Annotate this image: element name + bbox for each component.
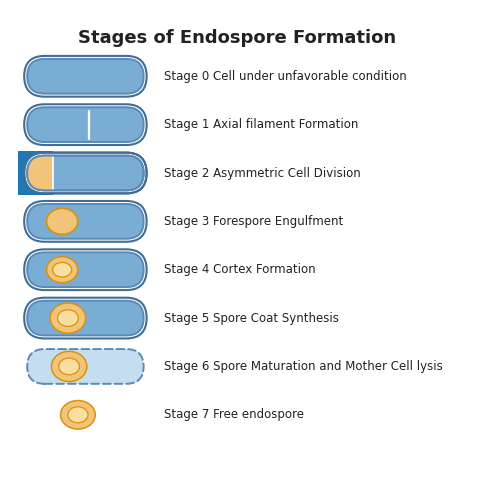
FancyBboxPatch shape: [24, 250, 146, 290]
FancyBboxPatch shape: [27, 252, 144, 287]
Ellipse shape: [52, 352, 87, 382]
Ellipse shape: [68, 407, 88, 423]
Text: Stages of Endospore Formation: Stages of Endospore Formation: [78, 30, 396, 48]
Ellipse shape: [58, 358, 80, 375]
FancyBboxPatch shape: [24, 298, 146, 339]
FancyBboxPatch shape: [27, 300, 144, 336]
Text: Stage 7 Free endospore: Stage 7 Free endospore: [164, 408, 304, 422]
FancyBboxPatch shape: [24, 104, 146, 145]
Text: Stage 0 Cell under unfavorable condition: Stage 0 Cell under unfavorable condition: [164, 70, 407, 83]
Ellipse shape: [50, 303, 86, 333]
FancyBboxPatch shape: [27, 204, 144, 238]
Ellipse shape: [58, 310, 78, 326]
Text: Stage 6 Spore Maturation and Mother Cell lysis: Stage 6 Spore Maturation and Mother Cell…: [164, 360, 443, 373]
Ellipse shape: [46, 256, 78, 282]
Ellipse shape: [60, 400, 96, 429]
Text: Stage 2 Asymmetric Cell Division: Stage 2 Asymmetric Cell Division: [164, 166, 361, 179]
FancyBboxPatch shape: [24, 152, 146, 194]
Ellipse shape: [46, 208, 78, 234]
Text: Stage 4 Cortex Formation: Stage 4 Cortex Formation: [164, 263, 316, 276]
FancyBboxPatch shape: [27, 349, 144, 384]
FancyBboxPatch shape: [27, 156, 144, 190]
FancyBboxPatch shape: [24, 201, 146, 241]
FancyBboxPatch shape: [27, 108, 144, 142]
FancyBboxPatch shape: [27, 59, 144, 94]
FancyBboxPatch shape: [27, 156, 144, 190]
Text: Stage 3 Forespore Engulfment: Stage 3 Forespore Engulfment: [164, 215, 344, 228]
Text: Stage 1 Axial filament Formation: Stage 1 Axial filament Formation: [164, 118, 358, 131]
Text: Stage 5 Spore Coat Synthesis: Stage 5 Spore Coat Synthesis: [164, 312, 339, 324]
Bar: [18, 151, 53, 195]
Ellipse shape: [52, 262, 72, 277]
FancyBboxPatch shape: [24, 56, 146, 96]
